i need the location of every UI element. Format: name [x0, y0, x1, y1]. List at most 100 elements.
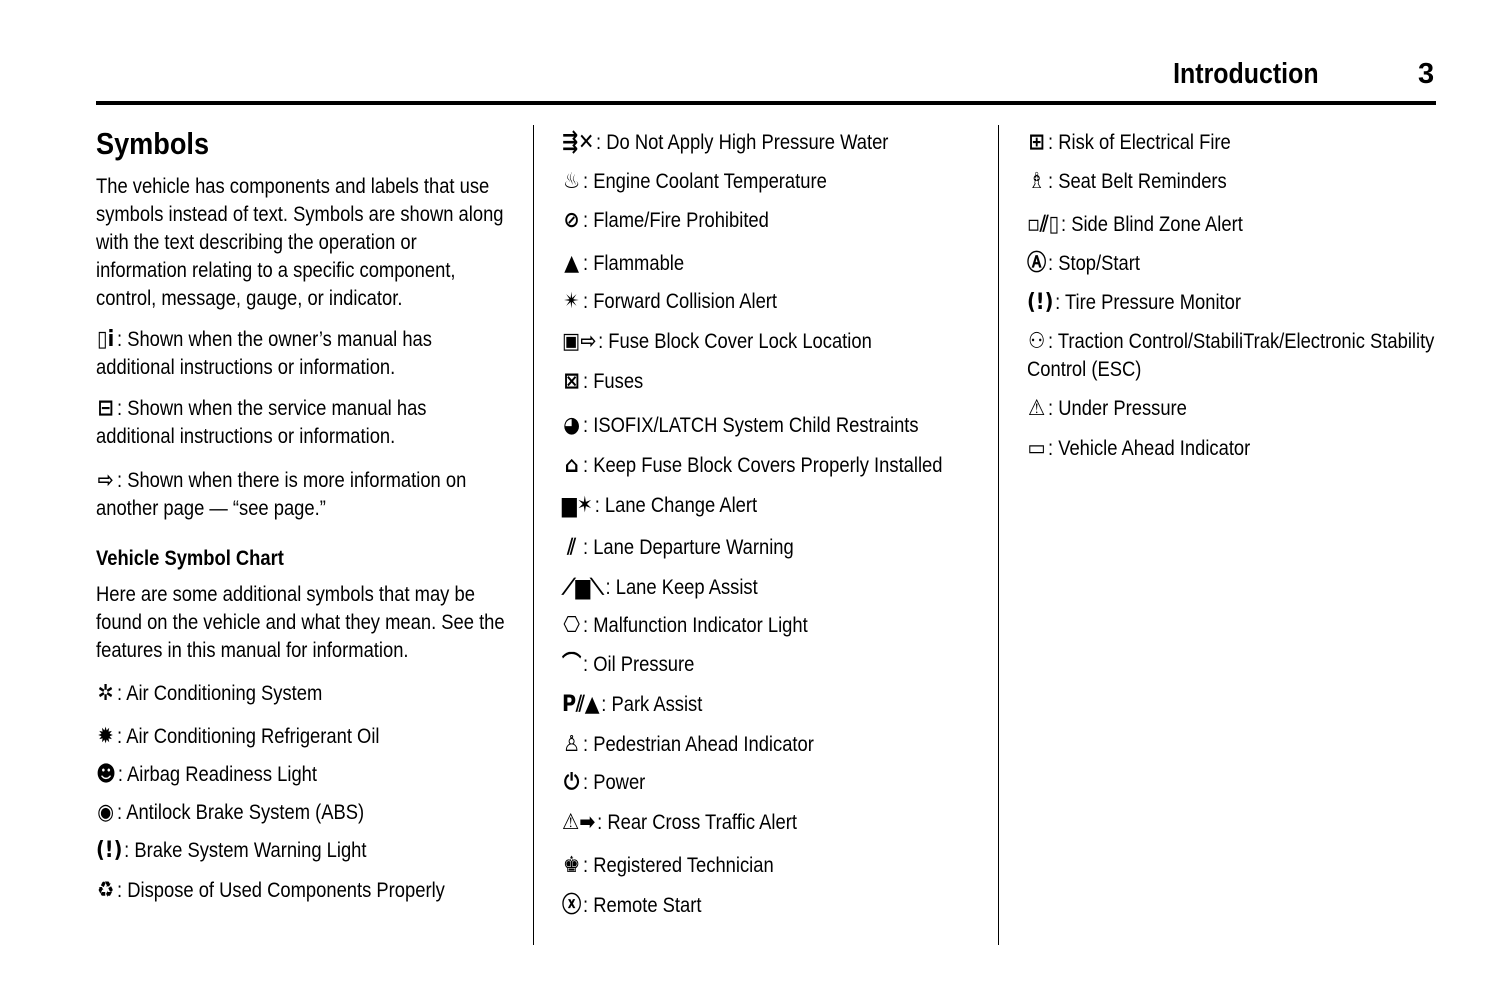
service-manual-icon: ⊟	[97, 396, 114, 421]
flammable-icon: ▲	[564, 251, 580, 276]
symbol-list-item: ⚠: Under Pressure	[1027, 395, 1438, 423]
symbol-list-item: ◕: ISOFIX/LATCH System Child Restraints	[562, 412, 973, 440]
symbol-description: : Oil Pressure	[583, 653, 695, 676]
isofix-icon: ◕	[563, 413, 581, 438]
remote-start-icon: ⓧ	[562, 893, 582, 918]
stop-start-icon: Ⓐ	[1027, 251, 1047, 276]
oil-pressure-icon: ⌒	[562, 652, 582, 677]
symbol-description: : Remote Start	[583, 894, 702, 917]
symbol-description: : Risk of Electrical Fire	[1048, 131, 1231, 154]
vehicle-ahead-icon: ▭	[1027, 436, 1046, 461]
symbol-description: : Traction Control/StabiliTrak/Electroni…	[1027, 330, 1435, 381]
symbol-description: : Lane Change Alert	[594, 494, 758, 517]
under-pressure-icon: ⚠	[1027, 396, 1046, 421]
symbol-list-item: ⊠: Fuses	[562, 368, 973, 396]
symbol-description: : Flammable	[583, 252, 685, 275]
lane-keep-icon: ⟋▆⟍	[562, 575, 604, 600]
symbol-list-item: ▆✶: Lane Change Alert	[562, 492, 973, 520]
traction-control-icon: ⚇	[1027, 329, 1046, 354]
symbol-list-item: ♗: Seat Belt Reminders	[1027, 168, 1438, 196]
side-blind-zone-icon: ▫⫽▯	[1027, 212, 1060, 237]
symbol-description: : Keep Fuse Block Covers Properly Instal…	[583, 454, 943, 477]
symbol-list-item: ⏻: Power	[562, 769, 973, 797]
symbol-description: : Malfunction Indicator Light	[583, 614, 808, 637]
fuse-cover-lock-icon: ▣⇨	[562, 329, 597, 354]
symbol-description: : Antilock Brake System (ABS)	[117, 801, 365, 824]
column-divider	[998, 125, 999, 945]
symbol-description: : Shown when the owner’s manual has addi…	[96, 328, 432, 379]
symbol-list-item: ☻: Airbag Readiness Light	[96, 761, 507, 789]
air-conditioning-icon: ✲	[97, 681, 114, 706]
symbol-list-item: Ⓐ: Stop/Start	[1027, 250, 1438, 278]
dispose-icon: ♻	[96, 878, 115, 903]
symbol-description: : Shown when the service manual has addi…	[96, 397, 427, 448]
symbol-description: : Do Not Apply High Pressure Water	[596, 131, 889, 154]
symbol-description: : Brake System Warning Light	[124, 839, 367, 862]
brake-warning-icon: (!)	[96, 838, 123, 863]
symbol-description: : Lane Keep Assist	[605, 576, 758, 599]
header-section-title: Introduction	[1173, 58, 1319, 90]
symbol-description: : Stop/Start	[1048, 252, 1140, 275]
power-icon: ⏻	[564, 770, 580, 795]
section-title: Symbols	[96, 126, 210, 161]
engine-malfunction-icon: ⎔	[563, 613, 581, 638]
symbol-list-item: (!): Brake System Warning Light	[96, 837, 507, 865]
symbol-description: : Under Pressure	[1048, 397, 1187, 420]
symbol-description: : Power	[583, 771, 646, 794]
forward-collision-icon: ✴	[563, 289, 580, 314]
lane-departure-icon: ⫽	[567, 535, 576, 560]
symbol-list-item: ♙: Pedestrian Ahead Indicator	[562, 731, 973, 759]
symbol-description: : Park Assist	[601, 693, 703, 716]
symbol-list-item: ✲: Air Conditioning System	[96, 680, 507, 708]
refrigerant-oil-icon: ✹	[97, 724, 114, 749]
fuses-icon: ⊠	[563, 369, 580, 394]
intro-paragraph: The vehicle has components and labels th…	[96, 175, 504, 310]
symbol-description: : Pedestrian Ahead Indicator	[583, 733, 814, 756]
symbol-description: : Vehicle Ahead Indicator	[1048, 437, 1251, 460]
symbol-list-item: ⚇: Traction Control/StabiliTrak/Electron…	[1027, 328, 1438, 384]
symbol-description: : Fuses	[583, 370, 644, 393]
symbol-list-item: ▫⫽▯: Side Blind Zone Alert	[1027, 211, 1438, 239]
page-number: 3	[1418, 58, 1435, 90]
symbol-description: : Registered Technician	[583, 854, 774, 877]
symbol-list-item: ⇶✕: Do Not Apply High Pressure Water	[562, 129, 973, 157]
symbol-description: : Air Conditioning Refrigerant Oil	[117, 725, 380, 748]
see-page-arrow-icon: ⇨	[97, 468, 114, 493]
symbol-description: : Airbag Readiness Light	[117, 763, 318, 786]
symbol-description: : Dispose of Used Components Properly	[117, 879, 445, 902]
symbol-description: : Air Conditioning System	[117, 682, 323, 705]
symbol-list-item: ⊘: Flame/Fire Prohibited	[562, 207, 973, 235]
symbol-list-item: ⫽ : Lane Departure Warning	[562, 534, 973, 562]
symbol-description: : Lane Departure Warning	[583, 536, 794, 559]
symbol-list-item: (!): Tire Pressure Monitor	[1027, 289, 1438, 317]
chart-intro: Here are some additional symbols that ma…	[96, 583, 505, 662]
flame-prohibited-icon: ⊘	[563, 208, 580, 233]
fuse-cover-installed-icon: ⌂	[564, 453, 579, 478]
symbol-list-item: ⚠➡: Rear Cross Traffic Alert	[562, 809, 973, 837]
symbol-list-item: ▲: Flammable	[562, 250, 973, 278]
column-2: ⇶✕: Do Not Apply High Pressure Water ♨: E…	[562, 0, 973, 1000]
symbol-list-item: ⓧ: Remote Start	[562, 892, 973, 920]
symbol-description: : ISOFIX/LATCH System Child Restraints	[583, 414, 919, 437]
symbol-list-item: ⇨: Shown when there is more information …	[96, 467, 507, 523]
symbol-description: : Engine Coolant Temperature	[583, 170, 827, 193]
symbol-description: : Tire Pressure Monitor	[1055, 291, 1241, 314]
symbol-list-item: ◉: Antilock Brake System (ABS)	[96, 799, 507, 827]
symbol-list-item: ⌒: Oil Pressure	[562, 651, 973, 679]
rear-cross-traffic-icon: ⚠➡	[562, 810, 596, 835]
abs-icon: ◉	[97, 800, 115, 825]
symbol-description: : Fuse Block Cover Lock Location	[598, 330, 872, 353]
owners-manual-icon: ▯ⅰ	[97, 327, 115, 352]
header-rule	[96, 101, 1436, 105]
column-divider	[533, 125, 534, 945]
lane-change-icon: ▆✶	[562, 493, 593, 518]
tire-pressure-icon: (!)	[1027, 290, 1054, 315]
column-3: ⊞: Risk of Electrical Fire ♗: Seat Belt R…	[1027, 0, 1438, 1000]
symbol-list-item: ⊟: Shown when the service manual has add…	[96, 395, 507, 451]
symbol-list-item: ⟋▆⟍: Lane Keep Assist	[562, 574, 973, 602]
symbol-description: : Flame/Fire Prohibited	[583, 209, 769, 232]
symbol-list-item: ⊞: Risk of Electrical Fire	[1027, 129, 1438, 157]
technician-icon: ♚	[562, 853, 581, 878]
chart-heading: Vehicle Symbol Chart	[96, 547, 284, 570]
symbol-list-item: ✹: Air Conditioning Refrigerant Oil	[96, 723, 507, 751]
